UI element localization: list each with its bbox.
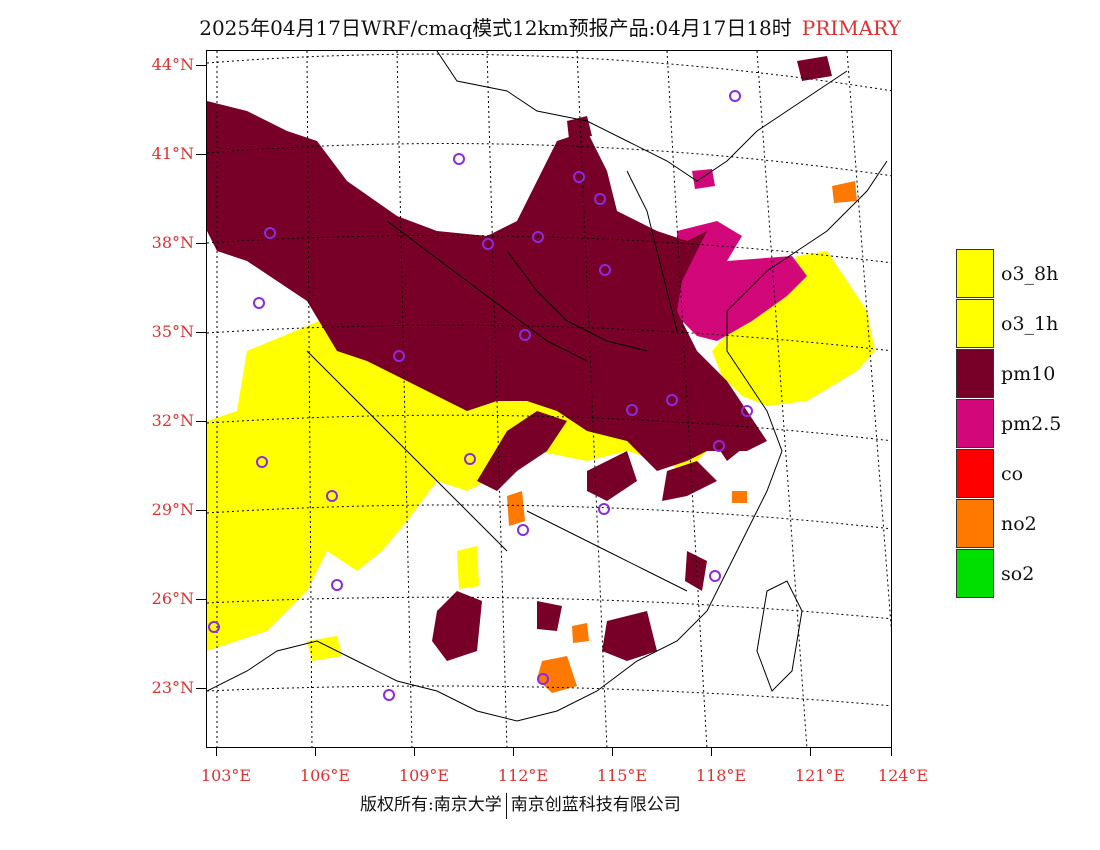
lon-tick <box>810 748 811 756</box>
lat-label: 41°N <box>151 144 194 163</box>
legend-item-no2: no2 <box>956 499 1076 549</box>
legend-label: pm10 <box>1001 363 1056 385</box>
legend-item-o3-8h: o3_8h <box>956 249 1076 299</box>
lon-tick <box>513 748 514 756</box>
map-panel[interactable] <box>206 50 892 748</box>
title-tag: PRIMARY <box>801 16 901 40</box>
lat-label: 23°N <box>151 678 194 697</box>
pollutant-legend: o3_8h o3_1h pm10 pm2.5 co no2 so2 <box>956 249 1076 599</box>
lat-tick <box>196 510 206 511</box>
lon-tick <box>612 748 613 756</box>
map-title: 2025年04月17日WRF/cmaq模式12km预报产品:04月17日18时 P… <box>0 12 1100 41</box>
copyright-footer: 版权所有:南京大学 南京创蓝科技有限公司 <box>360 790 681 819</box>
legend-swatch <box>956 299 994 348</box>
legend-label: pm2.5 <box>1001 413 1062 435</box>
lon-tick <box>216 748 217 756</box>
footer-left: 版权所有:南京大学 <box>360 795 502 815</box>
lat-label: 29°N <box>151 500 194 519</box>
no2-field <box>507 181 857 693</box>
legend-label: o3_1h <box>1001 313 1059 335</box>
station-markers <box>208 90 753 701</box>
boundaries <box>207 51 888 722</box>
legend-item-pm10: pm10 <box>956 349 1076 399</box>
lat-tick <box>196 65 206 66</box>
lat-tick <box>196 421 206 422</box>
legend-swatch <box>956 499 994 548</box>
lat-label: 44°N <box>151 55 194 74</box>
footer-separator <box>505 792 507 819</box>
legend-label: o3_8h <box>1001 263 1059 285</box>
legend-item-o3-1h: o3_1h <box>956 299 1076 349</box>
lon-label: 106°E <box>299 766 351 785</box>
lon-label: 112°E <box>497 766 549 785</box>
lon-label: 118°E <box>695 766 747 785</box>
legend-label: so2 <box>1001 563 1035 585</box>
legend-swatch <box>956 449 994 498</box>
lat-tick <box>196 332 206 333</box>
lon-label: 124°E <box>877 766 929 785</box>
footer-right: 南京创蓝科技有限公司 <box>510 795 681 815</box>
legend-swatch <box>956 399 994 448</box>
lat-tick <box>196 154 206 155</box>
legend-item-so2: so2 <box>956 549 1076 599</box>
map-canvas <box>207 51 891 747</box>
o3-field <box>207 251 875 661</box>
lon-label: 121°E <box>794 766 846 785</box>
lat-label: 32°N <box>151 411 194 430</box>
lat-tick <box>196 243 206 244</box>
legend-swatch <box>956 249 994 298</box>
lon-label: 109°E <box>398 766 450 785</box>
graticule <box>207 51 891 747</box>
pm10-field <box>207 56 832 661</box>
lat-label: 35°N <box>151 322 194 341</box>
lat-tick <box>196 688 206 689</box>
lat-tick <box>196 599 206 600</box>
legend-swatch <box>956 549 994 598</box>
lat-label: 26°N <box>151 589 194 608</box>
legend-item-co: co <box>956 449 1076 499</box>
lon-tick <box>891 748 892 756</box>
legend-label: co <box>1001 463 1024 485</box>
legend-swatch <box>956 349 994 398</box>
legend-item-pm25: pm2.5 <box>956 399 1076 449</box>
title-main: 2025年04月17日WRF/cmaq模式12km预报产品:04月17日18时 <box>199 16 792 40</box>
lon-label: 115°E <box>596 766 648 785</box>
lon-label: 103°E <box>200 766 252 785</box>
lon-tick <box>711 748 712 756</box>
lat-label: 38°N <box>151 233 194 252</box>
lon-tick <box>315 748 316 756</box>
lon-tick <box>414 748 415 756</box>
legend-label: no2 <box>1001 513 1037 535</box>
pm25-field <box>672 169 807 341</box>
